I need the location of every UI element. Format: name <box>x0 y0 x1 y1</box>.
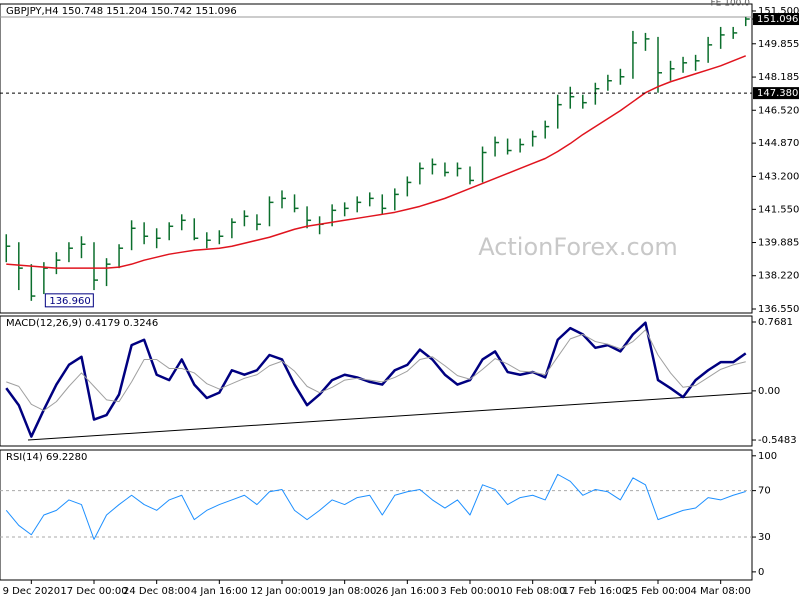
trend-line <box>27 392 753 441</box>
level-box <box>753 87 799 100</box>
y-tick-label: 136.550 <box>758 304 799 315</box>
watermark: ActionForex.com <box>478 233 678 261</box>
y-tick-label: 0 <box>758 567 764 578</box>
y-tick-label: 148.185 <box>758 72 799 83</box>
panel-title: MACD(12,26,9) 0.4179 0.3246 <box>6 318 158 329</box>
y-tick-label: 139.885 <box>758 238 799 249</box>
y-tick-label: 100 <box>758 451 777 462</box>
panel-frame <box>0 3 753 314</box>
y-tick-label: 143.200 <box>758 171 799 182</box>
level-label: 151.096 <box>757 14 798 25</box>
y-tick-label: 70 <box>758 486 771 497</box>
panel-title: GBPJPY,H4 150.748 151.204 150.742 151.09… <box>6 6 237 17</box>
low-annotation-box <box>44 293 94 308</box>
y-tick-label: 149.855 <box>758 39 799 50</box>
y-tick-label: 30 <box>758 532 771 543</box>
panel-frame <box>0 315 753 447</box>
y-tick-label: 151.500 <box>758 6 799 17</box>
y-tick-label: 144.870 <box>758 138 799 149</box>
x-tick-label: 9 Dec 2020 <box>3 586 61 597</box>
x-tick-label: 26 Jan 16:00 <box>376 586 439 597</box>
macd-line <box>5 321 747 438</box>
x-tick-label: 10 Feb 08:00 <box>500 586 566 597</box>
x-tick-label: 25 Feb 00:00 <box>625 586 691 597</box>
fe-label: FE 100.0 <box>711 0 751 9</box>
x-tick-label: 3 Feb 00:00 <box>440 586 499 597</box>
x-tick-label: 4 Jan 16:00 <box>191 586 248 597</box>
x-tick-label: 17 Dec 00:00 <box>60 586 127 597</box>
x-tick-label: 24 Dec 08:00 <box>123 586 190 597</box>
x-tick-label: 17 Feb 16:00 <box>563 586 629 597</box>
rsi-line <box>5 473 746 540</box>
y-tick-label: 0.7681 <box>758 317 793 328</box>
panel-title: RSI(14) 69.2280 <box>6 452 87 463</box>
x-tick-label: 19 Jan 08:00 <box>313 586 376 597</box>
x-tick-label: 4 Mar 08:00 <box>690 586 750 597</box>
low-annotation: 136.960 <box>49 296 90 307</box>
y-tick-label: 0.00 <box>758 386 780 397</box>
x-tick-label: 12 Jan 00:00 <box>250 586 313 597</box>
level-label: 147.380 <box>757 88 798 99</box>
signal-line <box>6 329 746 412</box>
moving-average <box>6 55 747 269</box>
y-tick-label: -0.5483 <box>758 435 797 446</box>
level-box <box>753 13 799 26</box>
panel-frame <box>0 449 753 581</box>
y-tick-label: 146.520 <box>758 105 799 116</box>
y-tick-label: 141.550 <box>758 204 799 215</box>
y-tick-label: 138.220 <box>758 271 799 282</box>
